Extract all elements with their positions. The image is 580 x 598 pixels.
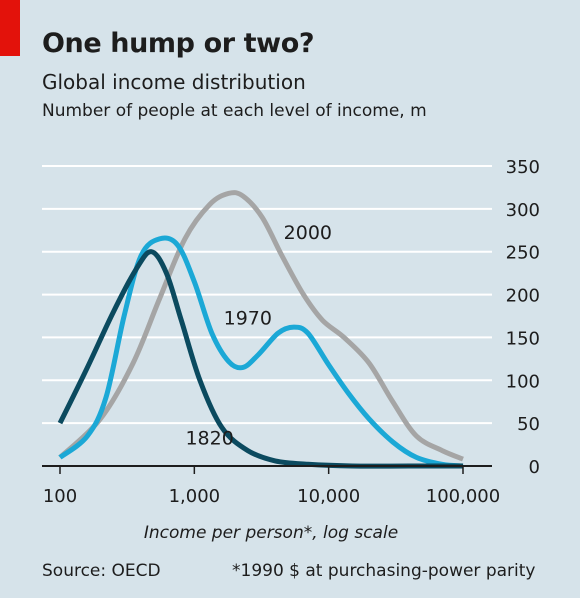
y-tick-label: 150: [506, 328, 540, 349]
y-tick-label: 50: [517, 414, 540, 435]
x-axis-label: Income per person*, log scale: [144, 523, 398, 543]
brand-red-tag: [0, 0, 20, 56]
series-label-2000: 2000: [284, 222, 332, 244]
series-line-1820: [57, 249, 463, 469]
chart-subtitle: Global income distribution: [42, 70, 306, 94]
y-tick-label: 0: [529, 457, 540, 478]
series-labels: 2000 1970 1820: [185, 222, 332, 450]
axes: 0 50 100 150 200 250 300 350 100 1,000 10,000 100,0…: [42, 157, 540, 507]
y-tick-label: 250: [506, 243, 540, 264]
footnote: *1990 $ at purchasing-power parity: [232, 561, 536, 581]
series-label-1820: 1820: [185, 428, 233, 450]
y-tick-label: 100: [506, 371, 540, 392]
gridlines: [42, 165, 492, 425]
chart-title: One hump or two?: [42, 28, 315, 59]
series-label-1970: 1970: [224, 308, 272, 330]
series-line-1970: [58, 235, 464, 469]
source-note: Source: OECD: [42, 561, 161, 581]
x-tick-label: 1,000: [169, 486, 221, 507]
series-line-2000: [58, 190, 464, 462]
x-tick-label: 100: [43, 486, 77, 507]
y-tick-label: 350: [506, 157, 540, 178]
chart-unit-line: Number of people at each level of income…: [42, 101, 427, 121]
y-tick-label: 200: [506, 286, 540, 307]
x-tick-label: 10,000: [297, 486, 360, 507]
x-tick-label: 100,000: [426, 486, 500, 507]
y-tick-label: 300: [506, 200, 540, 221]
